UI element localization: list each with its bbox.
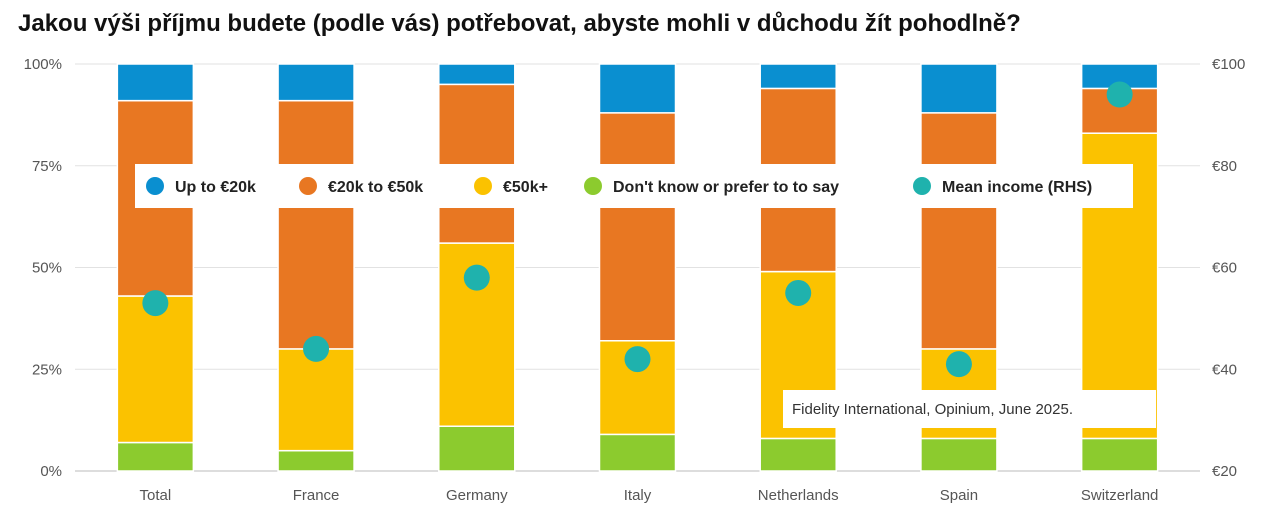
y-left-tick-label: 75%	[32, 158, 62, 175]
legend-marker	[913, 177, 931, 195]
legend-marker	[474, 177, 492, 195]
mean-income-marker	[945, 351, 972, 378]
x-tick-label: Switzerland	[1081, 487, 1159, 504]
legend: Up to €20k €20k to €50k €50k+ Don't know or…	[135, 164, 1133, 208]
x-tick-label: Netherlands	[758, 487, 839, 504]
y-right-tick-label: €40	[1212, 361, 1237, 378]
mean-income-marker	[463, 264, 490, 291]
y-right-tick-label: €80	[1212, 158, 1237, 175]
bar-segment	[920, 437, 998, 472]
mean-income-marker	[785, 279, 812, 306]
legend-label: Don't know or prefer to to say	[613, 179, 839, 196]
bar-segment	[277, 348, 355, 452]
bar-segment	[116, 63, 195, 102]
bar-segment	[277, 449, 355, 472]
x-tick-label: Total	[140, 487, 172, 504]
y-right-tick-label: €60	[1212, 260, 1237, 277]
x-tick-label: France	[293, 487, 340, 504]
legend-label: €50k+	[503, 179, 548, 196]
x-tick-label: Germany	[446, 487, 508, 504]
y-left-tick-label: 100%	[24, 56, 62, 73]
bar-segment	[116, 295, 195, 444]
source-box	[783, 390, 1156, 428]
bar-segment	[598, 63, 677, 114]
legend-marker	[584, 177, 602, 195]
mean-income-marker	[1106, 81, 1133, 108]
chart-title: Jakou výši příjmu budete (podle vás) pot…	[18, 10, 1021, 37]
bar-segment	[759, 437, 837, 472]
bar-segment	[277, 63, 355, 102]
x-tick-label: Spain	[940, 487, 978, 504]
mean-income-marker	[624, 346, 651, 373]
source-text: Fidelity International, Opinium, June 20…	[792, 401, 1073, 418]
axes: 0% €20 25% €40 50% €60 75% €80 100% €100 Total Fran…	[24, 56, 1246, 504]
mean-income-marker	[142, 290, 169, 317]
mean-income-markers	[142, 81, 1133, 378]
legend-label: €20k to €50k	[328, 179, 423, 196]
legend-label: Up to €20k	[175, 179, 256, 196]
bar-segment	[920, 112, 998, 350]
bar-segment	[598, 112, 677, 342]
legend-marker	[299, 177, 317, 195]
bar-segment	[438, 425, 516, 472]
bar-segment	[438, 63, 516, 86]
legend-label: Mean income (RHS)	[942, 179, 1092, 196]
y-left-tick-label: 50%	[32, 260, 62, 277]
bar-segment	[116, 441, 195, 472]
bar-segment	[438, 83, 516, 244]
x-tick-label: Italy	[624, 487, 652, 504]
mean-income-marker	[303, 335, 330, 362]
bar-segment	[1080, 437, 1159, 472]
bar-segment	[759, 63, 837, 90]
bar-segment	[920, 63, 998, 114]
y-right-tick-label: €100	[1212, 56, 1245, 73]
bar-segment	[598, 433, 677, 472]
legend-marker	[146, 177, 164, 195]
source-note: Fidelity International, Opinium, June 20…	[783, 390, 1156, 428]
bar-segment	[277, 99, 355, 350]
y-right-tick-label: €20	[1212, 463, 1237, 480]
y-left-tick-label: 0%	[40, 463, 62, 480]
y-left-tick-label: 25%	[32, 361, 62, 378]
